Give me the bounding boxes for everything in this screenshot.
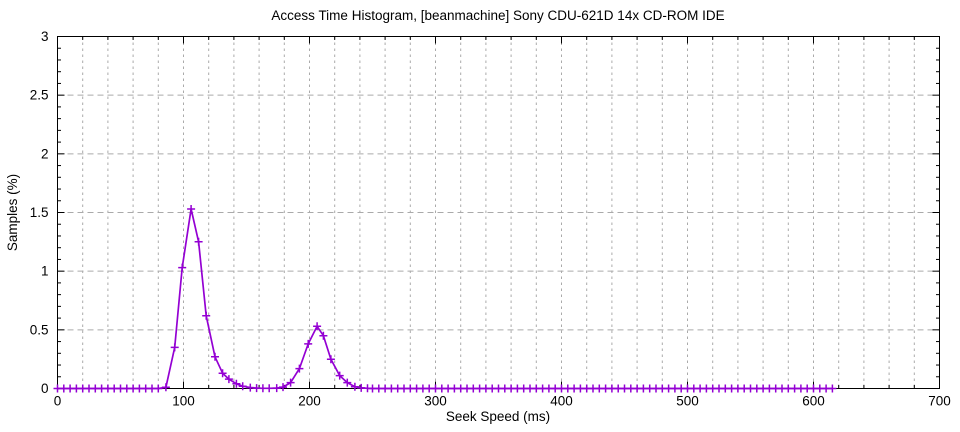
x-tick-label: 100 xyxy=(172,394,195,409)
data-line xyxy=(57,208,833,390)
x-tick-label: 600 xyxy=(802,394,825,409)
chart-title: Access Time Histogram, [beanmachine] Son… xyxy=(271,8,724,23)
x-tick-label: 500 xyxy=(676,394,699,409)
y-tick-label: 0 xyxy=(41,381,49,396)
tick-labels: 0 100 200 300 400 500 600 700 0 0.5 1 1.5 2 2.5 3 xyxy=(30,29,951,409)
x-tick-label: 700 xyxy=(928,394,951,409)
data-point-markers xyxy=(53,205,837,393)
y-tick-label: 1 xyxy=(41,264,49,279)
gridlines xyxy=(57,36,940,389)
y-tick-label: 1.5 xyxy=(30,205,49,220)
y-tick-label: 2 xyxy=(41,146,49,161)
x-axis-label: Seek Speed (ms) xyxy=(446,409,550,424)
x-tick-label: 0 xyxy=(54,394,62,409)
y-tick-label: 0.5 xyxy=(30,322,49,337)
x-tick-label: 400 xyxy=(550,394,573,409)
y-tick-label: 3 xyxy=(41,29,49,44)
y-tick-label: 2.5 xyxy=(30,88,49,103)
x-tick-label: 300 xyxy=(424,394,447,409)
x-tick-label: 200 xyxy=(298,394,321,409)
y-axis-label: Samples (%) xyxy=(5,174,20,251)
